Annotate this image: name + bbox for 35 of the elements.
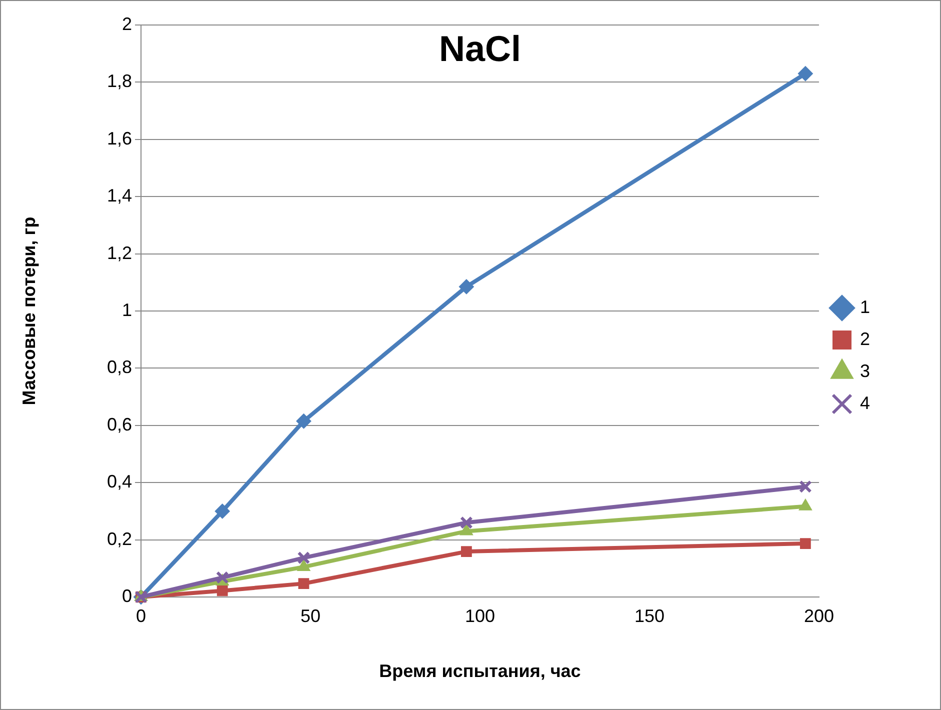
point (214, 504, 230, 519)
y-tick-label: 0,8 (106, 357, 132, 378)
y-tick-label: 2 (122, 14, 132, 34)
point (800, 538, 811, 549)
point (296, 414, 312, 429)
legend-label: 2 (860, 328, 870, 349)
y-tick-label: 1,6 (106, 128, 132, 148)
y-tick-label: 0 (122, 586, 132, 606)
y-tick-label: 0,2 (106, 528, 132, 549)
legend-label: 1 (860, 296, 870, 317)
x-axis-title: Время испытания, час (379, 661, 581, 682)
chart-title: NaCl (438, 28, 522, 69)
y-tick-label: 1,2 (106, 242, 132, 263)
y-tick-label: 0,6 (106, 414, 132, 434)
point (460, 546, 472, 557)
point (798, 480, 812, 494)
x-tick-label: 0 (136, 606, 146, 626)
x-tick-label: 100 (464, 606, 496, 626)
legend-label: 4 (860, 392, 870, 413)
y-tick-label: 1,8 (106, 71, 132, 92)
y-tick-label: 1,4 (106, 186, 132, 206)
point (216, 585, 228, 596)
point (297, 551, 310, 564)
x-tick-label: 150 (634, 606, 665, 626)
point (298, 578, 310, 590)
point (216, 571, 229, 584)
x-tick-label: 50 (300, 606, 321, 626)
y-tick-label: 0,4 (106, 472, 132, 492)
point (460, 516, 473, 530)
point (798, 66, 813, 82)
y-tick-label: 1 (122, 300, 132, 320)
x-tick-label: 200 (804, 606, 834, 626)
legend-label: 3 (860, 360, 870, 381)
y-axis-title: Массовые потери, гр (18, 216, 39, 406)
point (458, 279, 474, 294)
